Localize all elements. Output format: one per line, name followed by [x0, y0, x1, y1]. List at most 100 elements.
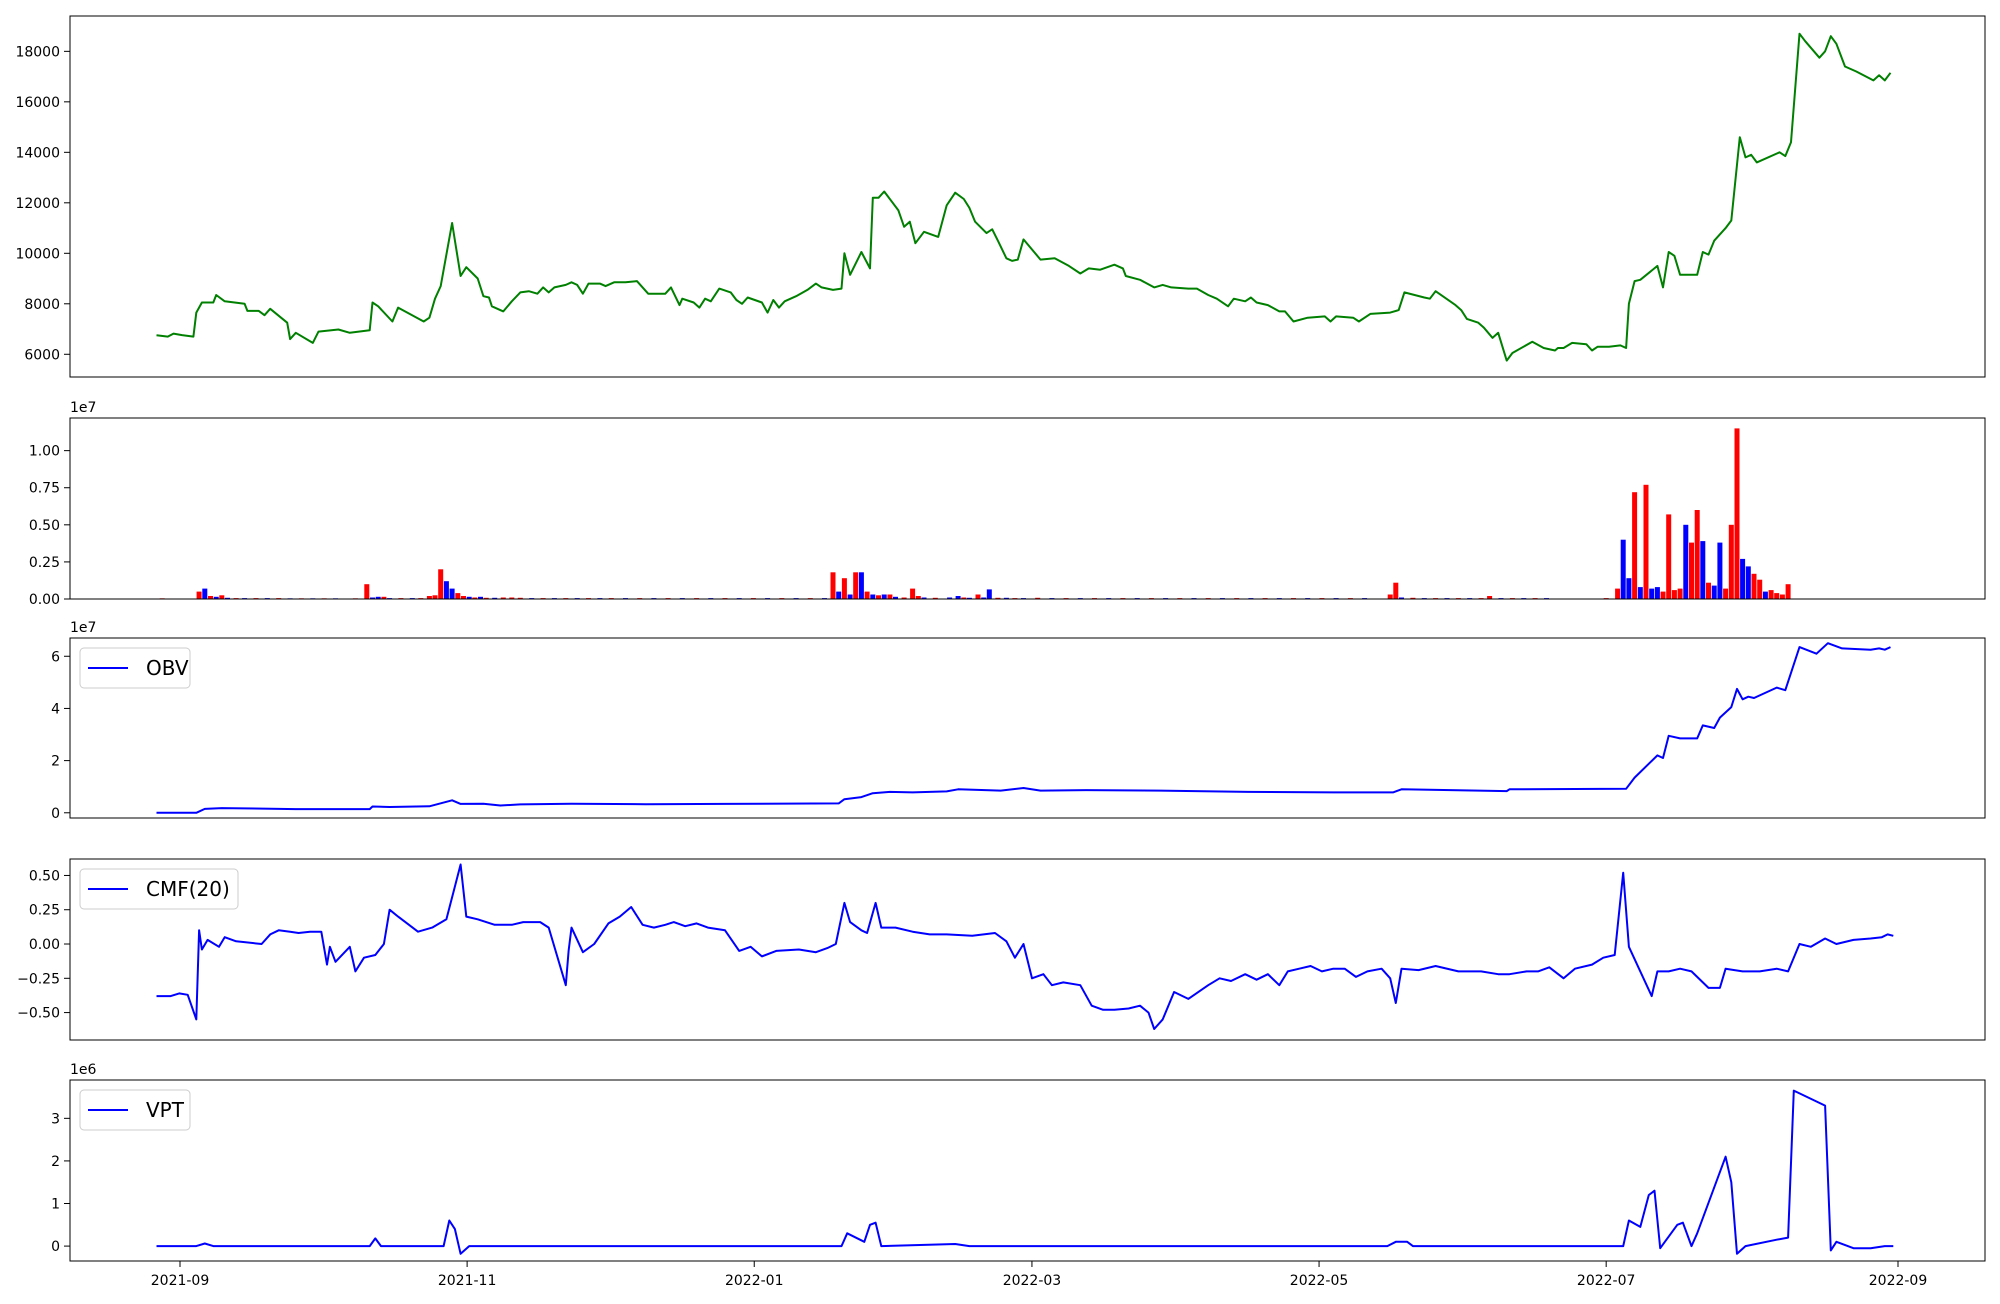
x-tick-label: 2022-09 [1869, 1273, 1928, 1289]
volume-bar [202, 588, 208, 599]
volume-bar [1410, 597, 1416, 599]
y-tick-label: 0.75 [29, 481, 60, 497]
legend-label: OBV [146, 656, 189, 680]
vpt-panel: 0 1 2 3 1e6 VPT [51, 1062, 1986, 1262]
volume-bar [947, 597, 953, 599]
obv-series-line [156, 642, 1891, 814]
volume-bar [1728, 524, 1734, 599]
volume-bar [500, 597, 506, 599]
y-tick-label: 0.25 [29, 555, 60, 571]
volume-bar [870, 594, 876, 599]
x-tick-label: 2022-05 [1290, 1273, 1349, 1289]
y-tick-label: 0 [51, 1239, 60, 1255]
legend-box [79, 647, 191, 689]
y-tick-label: 0.50 [29, 868, 60, 884]
volume-bar [932, 597, 938, 599]
volume-axes-frame [69, 417, 1986, 600]
volume-bar [986, 589, 992, 599]
volume-bar [219, 595, 225, 599]
legend-label: CMF(20) [146, 877, 230, 901]
volume-bar [1620, 539, 1626, 599]
volume-bar [981, 597, 987, 599]
volume-bar [1694, 510, 1700, 599]
volume-bar [1774, 593, 1780, 599]
x-tick-label: 2022-03 [1003, 1273, 1062, 1289]
volume-bar [1637, 587, 1643, 599]
y-offset-label: 1e7 [70, 400, 96, 416]
volume-bar [864, 591, 870, 599]
volume-bar [1711, 585, 1717, 599]
volume-bar [483, 597, 489, 599]
volume-bar [1757, 579, 1763, 599]
volume-bar [1700, 541, 1706, 599]
volume-bar [1626, 578, 1632, 599]
y-tick-label: 0.00 [29, 937, 60, 953]
volume-bar [1723, 588, 1729, 599]
volume-bar [1660, 591, 1666, 599]
volume-bar [975, 594, 981, 599]
x-tick-label: 2022-01 [725, 1273, 784, 1289]
volume-bar [492, 597, 498, 599]
y-tick-label: −0.50 [17, 1006, 60, 1022]
volume-bar [1717, 542, 1723, 599]
y-tick-label: 14000 [15, 145, 60, 161]
volume-bar [370, 597, 375, 599]
y-tick-label: 12000 [15, 196, 60, 212]
volume-bar [881, 594, 887, 599]
legend-box [79, 1089, 191, 1131]
volume-bar [1751, 573, 1757, 599]
y-tick-label: 0 [51, 806, 60, 822]
volume-bar [466, 596, 472, 599]
volume-bar [1666, 514, 1672, 599]
volume-bar [196, 591, 202, 599]
y-tick-label: 0.25 [29, 903, 60, 919]
price-axes-frame [69, 15, 1986, 378]
volume-bar [1762, 591, 1768, 599]
y-tick-label: 6000 [24, 347, 60, 363]
volume-bar [836, 591, 842, 599]
volume-bar [1649, 588, 1655, 599]
cmf-panel: −0.50 −0.25 0.00 0.25 0.50 CMF(20) [17, 858, 1986, 1041]
obv-panel: 0 2 4 6 1e7 OBV [51, 620, 1986, 822]
x-tick-label: 2021-11 [438, 1273, 497, 1289]
volume-bar [1768, 590, 1774, 599]
volume-bar [208, 596, 213, 599]
volume-bar [432, 595, 438, 599]
vpt-legend: VPT [79, 1089, 191, 1131]
volume-bar [1689, 542, 1694, 599]
volume-bar [893, 596, 898, 599]
volume-bar [1740, 558, 1746, 599]
volume-bar [966, 597, 972, 599]
volume-bar [1734, 428, 1740, 599]
y-tick-label: 3 [51, 1111, 60, 1127]
volume-bar [1779, 594, 1785, 599]
volume-bar [910, 588, 916, 599]
y-offset-label: 1e6 [70, 1062, 97, 1078]
y-tick-label: 1 [51, 1197, 60, 1213]
y-tick-label: 18000 [15, 44, 60, 60]
volume-bar [1706, 582, 1711, 599]
volume-bar [443, 581, 449, 599]
y-tick-label: 6 [51, 649, 60, 665]
volume-bar [1683, 524, 1689, 599]
cmf-legend: CMF(20) [79, 868, 239, 910]
volume-bar [1399, 597, 1404, 599]
vpt-series-line [156, 1089, 1894, 1255]
volume-bar [830, 572, 836, 599]
y-tick-label: 2 [51, 754, 60, 770]
volume-bar [858, 572, 864, 599]
legend-label: VPT [146, 1098, 185, 1122]
volume-bar [876, 595, 881, 599]
y-tick-label: 2 [51, 1154, 60, 1170]
volume-bar [1643, 484, 1649, 599]
volume-bar [455, 593, 461, 599]
volume-bar [1671, 590, 1677, 599]
volume-bar [921, 597, 927, 599]
volume-bar [915, 596, 921, 599]
y-tick-label: 0.00 [29, 592, 60, 608]
vpt-axes-frame [69, 1079, 1986, 1262]
price-series-line [156, 32, 1892, 362]
volume-bar [426, 596, 432, 599]
y-offset-label: 1e7 [70, 620, 96, 636]
